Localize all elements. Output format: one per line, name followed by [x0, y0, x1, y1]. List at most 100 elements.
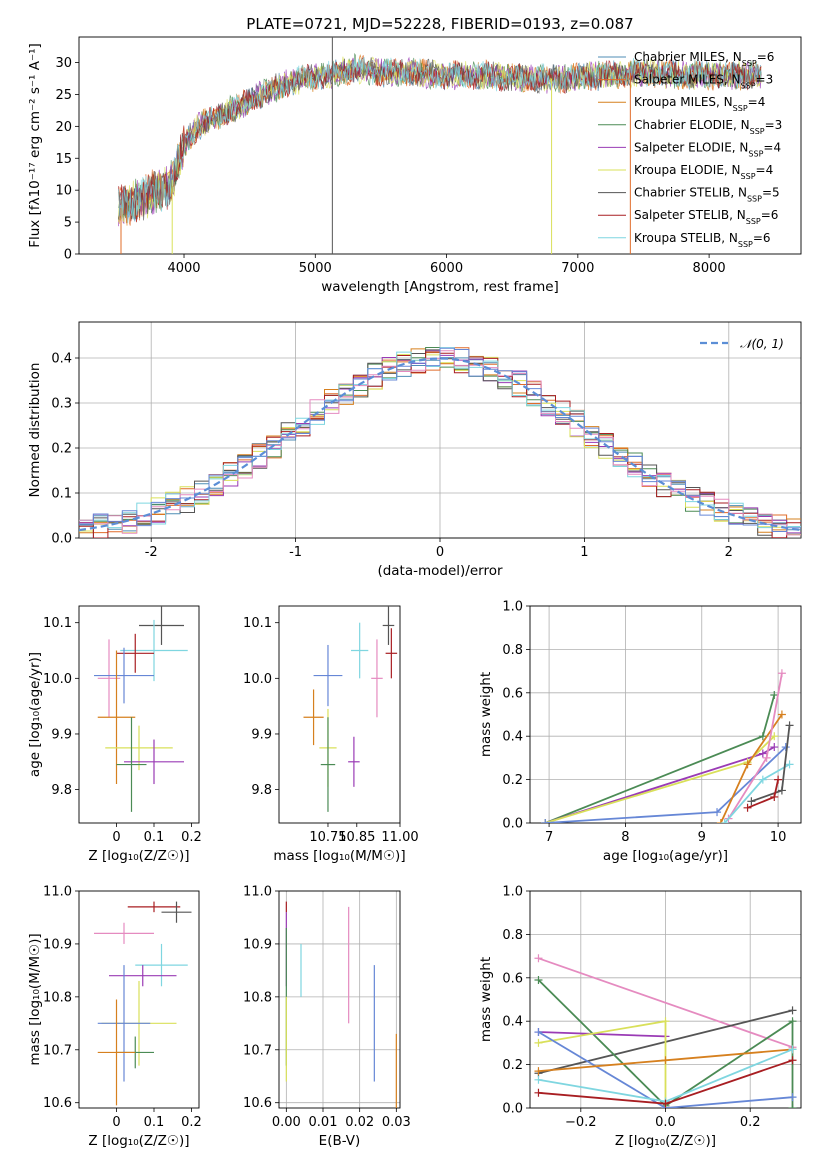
x-tick-label: 4000: [167, 261, 200, 276]
y-tick-label: 0: [64, 248, 72, 263]
errorbar-point: [348, 736, 360, 787]
massweight-marker: [758, 775, 767, 784]
massweight-marker: [785, 760, 794, 769]
plots-group: 4000 5000 6000 7000 8000051015202530waveleng…: [27, 36, 802, 1150]
errorbar-point: [97, 999, 136, 1106]
massweight-marker: [777, 786, 786, 795]
massweight-marker: [788, 1006, 797, 1015]
spectrum-series-line: [118, 56, 762, 224]
massweight-marker: [661, 1017, 670, 1026]
massweight-marker: [747, 797, 756, 806]
x-tick-label: 0.2: [740, 1115, 761, 1130]
legend-entry: Chabrier ELODIE, NSSP=3: [634, 118, 782, 136]
y-tick-label: 0.2: [502, 773, 523, 788]
massweight-marker: [788, 1093, 797, 1102]
x-tick-label: 5000: [299, 261, 332, 276]
y-tick-label: 10.0: [243, 672, 272, 687]
massweight_vs_age-panel: 7 8 9 10 0.0 0.2 0.4 0.6 0.8 1.0 age [log₁₀(age/yr…: [478, 600, 802, 864]
x-tick-label: 8000: [693, 261, 726, 276]
massweight-marker: [777, 669, 786, 678]
y-tick-label: 0.6: [502, 971, 523, 986]
errorbar-point: [120, 619, 188, 682]
mass_vs_EBV-panel: 0.00 0.01 0.02 0.03 10.6 10.7 10.8 10.9 11.0 E(B-…: [243, 885, 411, 1150]
x-tick-label: 11.00: [381, 830, 418, 845]
y-tick-label: 0.8: [502, 643, 523, 658]
y-tick-label: 1.0: [502, 600, 523, 615]
axes-frame: [78, 605, 200, 824]
errorbar-point: [382, 606, 395, 645]
massweight-marker: [788, 1056, 797, 1065]
massweight-marker: [758, 732, 767, 741]
axes-frame: [78, 36, 802, 255]
y-tick-label: 11.0: [43, 885, 72, 900]
y-axis-label: Normed distribution: [27, 363, 43, 498]
y-tick-label: 10.1: [43, 616, 72, 631]
legend-entry: Kroupa MILES, NSSP=4: [634, 95, 765, 113]
massweight-line: [537, 979, 794, 1108]
x-tick-label: 0.00: [272, 1115, 301, 1130]
x-tick-label: 0.01: [309, 1115, 338, 1130]
massweight-marker: [788, 1045, 797, 1054]
y-tick-label: 10.6: [43, 1096, 72, 1111]
age_vs_Z-panel: 0 0.1 0.2 9.8 9.9 10.0 10.1 Z [log₁₀(Z/Z☉)] age …: [27, 605, 202, 864]
massweight-marker: [770, 792, 779, 801]
age_vs_mass-marks: [303, 606, 398, 812]
y-tick-label: 0.1: [51, 487, 72, 502]
massweight-marker: [770, 743, 779, 752]
x-tick-label: 0.02: [345, 1115, 374, 1130]
x-tick-label: 0.2: [181, 1115, 202, 1130]
y-tick-label: 10.8: [243, 990, 272, 1005]
normal-curve: [79, 357, 801, 532]
y-tick-label: 9.9: [51, 727, 72, 742]
x-tick-label: 0.03: [382, 1115, 411, 1130]
massweight-marker: [777, 710, 786, 719]
massweight-marker: [758, 749, 767, 758]
x-tick-label: 7: [545, 830, 553, 845]
x-tick-label: 0: [112, 830, 120, 845]
x-tick-label: 1: [580, 545, 588, 560]
massweight_vs_age-marks: [541, 669, 794, 823]
x-tick-label: 0: [436, 545, 444, 560]
x-axis-label: mass [log₁₀(M/M☉)]: [273, 848, 405, 864]
spectrum-series-line: [118, 57, 762, 223]
y-axis-label: age [log₁₀(age/yr)]: [27, 652, 43, 777]
y-tick-label: 10.7: [243, 1043, 272, 1058]
massweight_vs_Z-panel: −0.2 0.0 0.2 0.0 0.2 0.4 0.6 0.8 1.0 Z [log₁₀(Z/Z…: [478, 885, 802, 1149]
massweight-marker: [770, 732, 779, 741]
massweight-line: [544, 694, 776, 823]
mass_vs_Z-marks: [94, 901, 192, 1106]
y-axis-label: mass weight: [478, 672, 494, 757]
residual-legend: 𝒩(0, 1): [700, 337, 784, 351]
y-tick-label: 5: [64, 216, 72, 231]
x-tick-label: 0.2: [181, 830, 202, 845]
massweight-marker: [534, 1067, 543, 1076]
x-tick-label: 6000: [430, 261, 463, 276]
x-tick-label: 2: [725, 545, 733, 560]
x-tick-label: 9: [698, 830, 706, 845]
legend-entry: 𝒩(0, 1): [740, 337, 784, 351]
x-tick-label: 0.1: [144, 830, 165, 845]
errorbar-point: [105, 725, 173, 771]
y-tick-label: 25: [55, 88, 72, 103]
massweight-marker: [541, 819, 550, 823]
massweight-marker: [788, 1104, 797, 1108]
x-axis-label: Z [log₁₀(Z/Z☉)]: [88, 848, 189, 864]
y-tick-label: 11.0: [243, 885, 272, 900]
y-axis-label: mass weight: [478, 957, 494, 1042]
x-tick-label: -2: [145, 545, 158, 560]
massweight-line: [545, 746, 775, 823]
y-tick-label: 0.8: [502, 928, 523, 943]
errorbar-point: [124, 739, 184, 785]
massweight-marker: [743, 760, 752, 769]
errorbar-point: [116, 633, 154, 673]
x-tick-label: 10: [770, 830, 787, 845]
y-tick-label: 0.4: [502, 730, 523, 745]
massweight-line: [538, 1031, 666, 1038]
y-tick-label: 0.3: [51, 397, 72, 412]
y-tick-label: 10.8: [43, 990, 72, 1005]
residuals-panel: -2 -1 0 1 2 0.0 0.1 0.2 0.3 0.4 (data-model)/error…: [27, 321, 802, 579]
massweight-marker: [534, 1088, 543, 1097]
x-tick-label: 10.85: [338, 830, 375, 845]
massweight-marker: [534, 1028, 543, 1037]
y-tick-label: 0.0: [502, 1102, 523, 1117]
